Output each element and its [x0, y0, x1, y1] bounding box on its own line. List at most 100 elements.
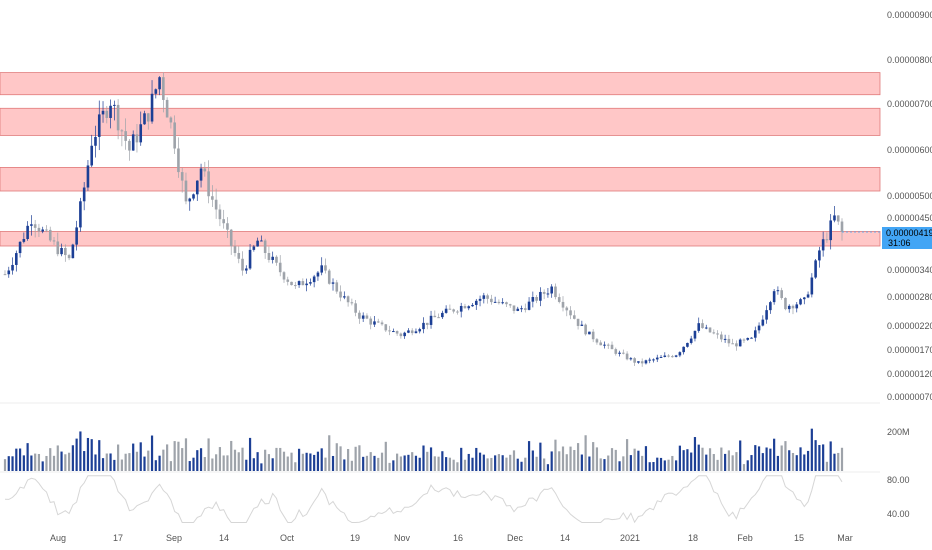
candle	[407, 328, 410, 334]
volume-bar	[154, 460, 157, 471]
candle	[795, 301, 799, 313]
candle	[588, 331, 591, 335]
candle-body	[195, 180, 199, 195]
volume-bar	[101, 458, 105, 471]
volume-bar	[37, 453, 41, 471]
candle	[48, 226, 52, 242]
candle	[452, 308, 455, 314]
candle-body	[316, 272, 320, 277]
candle	[769, 300, 772, 314]
candle-body	[358, 312, 361, 319]
candle	[327, 268, 331, 285]
candle	[644, 359, 648, 365]
candle-body	[791, 305, 795, 309]
oscillator-tick-label: 80.00	[887, 475, 910, 485]
candle-body	[343, 296, 346, 298]
volume-bar	[456, 462, 459, 471]
candle-body	[595, 339, 599, 343]
volume-bar	[403, 455, 406, 471]
candle-body	[229, 229, 233, 247]
candle	[7, 266, 11, 278]
volume-bar	[833, 453, 836, 471]
volume-bar	[158, 455, 161, 471]
volume-bar	[339, 446, 342, 471]
volume-bar	[467, 453, 470, 471]
resistance-zone-2[interactable]	[0, 107, 881, 136]
candle	[30, 215, 33, 236]
volume-bar	[629, 455, 632, 471]
candle-body	[82, 187, 86, 202]
candle-body	[90, 145, 94, 166]
candle-body	[591, 331, 595, 340]
volume-bar	[437, 456, 440, 471]
candle-body	[637, 361, 640, 363]
volume-bar	[328, 435, 331, 471]
candle	[806, 291, 810, 299]
candle	[395, 330, 399, 336]
candle	[358, 310, 361, 324]
volume-bar	[135, 451, 139, 471]
candle	[388, 325, 391, 336]
candle	[214, 188, 218, 219]
volume-bar	[754, 445, 757, 471]
volume-bar	[675, 460, 678, 471]
candle-body	[448, 308, 452, 310]
candle	[252, 244, 256, 252]
volume-bar	[822, 444, 825, 471]
candle-body	[497, 301, 501, 304]
candle	[784, 297, 787, 311]
candle	[233, 239, 237, 257]
candle-body	[41, 229, 45, 232]
candle-body	[11, 264, 14, 271]
volume-bar	[433, 456, 436, 471]
candle	[37, 223, 41, 237]
time-axis[interactable]: Aug 17 Sep 14 Oct 19 Nov 16 Dec 14 2021 18 Feb 15 Mar	[50, 533, 853, 543]
volume-bar	[625, 439, 629, 471]
volume-bar	[75, 438, 78, 471]
candle-body	[94, 136, 97, 146]
volume-bar	[86, 437, 90, 471]
candle	[554, 283, 557, 300]
candle-body	[546, 293, 550, 295]
candle	[753, 326, 757, 342]
candle	[56, 232, 60, 257]
candle	[463, 303, 467, 309]
candle-body	[22, 239, 26, 242]
price-axis[interactable]: 0.00000900 0.00000800 0.00000700 0.00000600…	[887, 10, 932, 402]
candle-body	[97, 114, 101, 137]
candle	[671, 354, 674, 358]
volume-bar	[297, 448, 301, 471]
candle	[97, 100, 101, 151]
resistance-zone-4[interactable]	[0, 231, 881, 247]
candle-body	[218, 209, 222, 220]
candle-body	[214, 199, 218, 210]
resistance-zone-3[interactable]	[0, 167, 881, 192]
volume-bar	[701, 447, 704, 471]
candle	[659, 354, 663, 358]
candle-body	[237, 252, 241, 259]
volume-bar	[565, 454, 568, 471]
candle-body	[48, 229, 52, 241]
volume-bar	[230, 440, 233, 471]
candle	[418, 327, 422, 334]
volume-bar	[791, 452, 795, 471]
candle	[614, 347, 618, 356]
volume-bar	[716, 459, 719, 471]
volume-bar	[516, 458, 519, 471]
volume-bar	[554, 439, 557, 471]
candle-body	[640, 361, 644, 364]
candle	[637, 361, 640, 364]
volume-bar	[26, 443, 29, 471]
volume-bar	[362, 456, 365, 471]
candle	[105, 106, 109, 124]
resistance-zone-1[interactable]	[0, 72, 881, 96]
candle-body	[810, 277, 814, 295]
volume-bar	[682, 450, 685, 471]
volume-bar	[18, 448, 22, 471]
volume-tick-label: 200M	[887, 427, 910, 437]
candle-body	[603, 344, 606, 346]
volume-bar	[188, 461, 191, 471]
candle-body	[113, 104, 116, 106]
volume-bar	[746, 460, 749, 471]
